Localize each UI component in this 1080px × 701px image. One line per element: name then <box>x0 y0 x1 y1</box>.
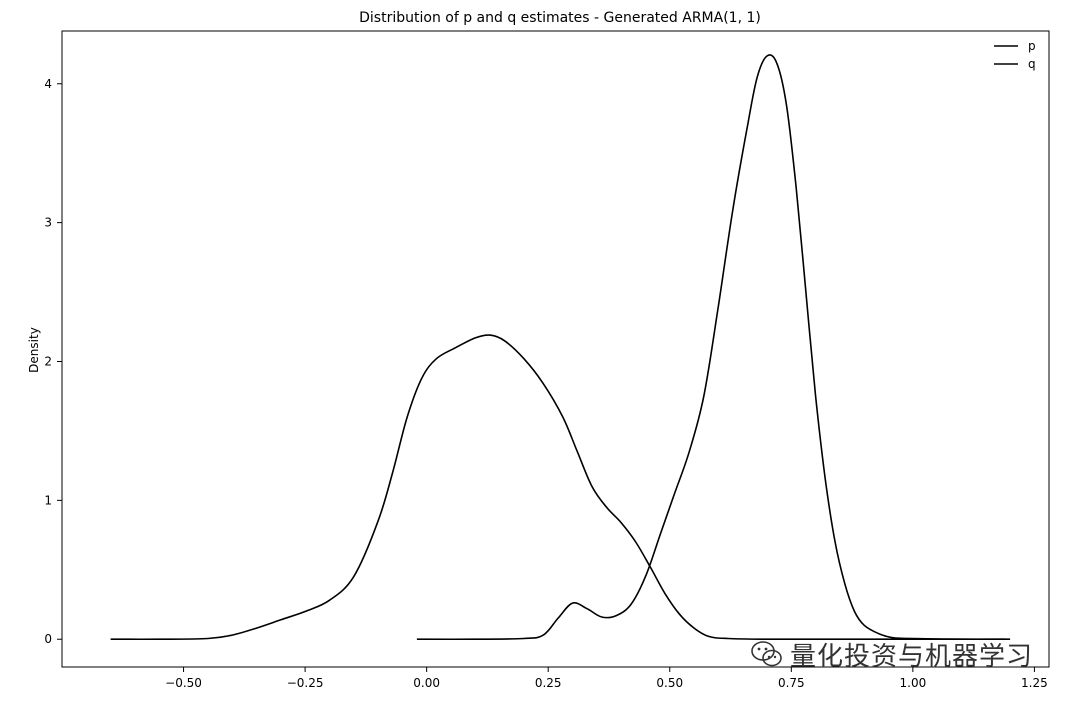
x-tick-label: 1.00 <box>900 676 927 690</box>
x-tick-label: 1.25 <box>1021 676 1048 690</box>
legend-label-q: q <box>1028 57 1036 71</box>
wechat-icon <box>751 641 782 667</box>
x-tick-label: 0.75 <box>778 676 805 690</box>
legend-label-p: p <box>1028 39 1036 53</box>
y-tick-label: 3 <box>44 216 52 230</box>
y-tick-label: 0 <box>44 632 52 646</box>
y-axis-label: Density <box>27 327 41 373</box>
y-tick-label: 1 <box>44 493 52 507</box>
legend: pq <box>994 39 1036 71</box>
series-layer <box>110 54 1011 641</box>
x-tick-label: 0.25 <box>535 676 562 690</box>
chart-title: Distribution of p and q estimates - Gene… <box>359 10 761 26</box>
y-tick-label: 4 <box>44 77 52 91</box>
x-tick-label: 0.00 <box>413 676 440 690</box>
watermark: 量化投资与机器学习 <box>750 634 1033 674</box>
x-axis-ticks: −0.50 −0.25 0.00 0.25 0.50 0.75 1.00 1.25 <box>165 667 1048 690</box>
x-tick-label: 0.50 <box>656 676 683 690</box>
series-line-q <box>416 54 1006 641</box>
y-axis-ticks: 0 1 2 3 4 <box>44 77 62 646</box>
watermark-text: 量化投资与机器学习 <box>790 641 1034 672</box>
y-tick-label: 2 <box>44 354 52 368</box>
series-line-p <box>110 334 1011 641</box>
x-tick-label: −0.50 <box>165 676 202 690</box>
plot-frame <box>61 30 1050 668</box>
x-tick-label: −0.25 <box>287 676 324 690</box>
